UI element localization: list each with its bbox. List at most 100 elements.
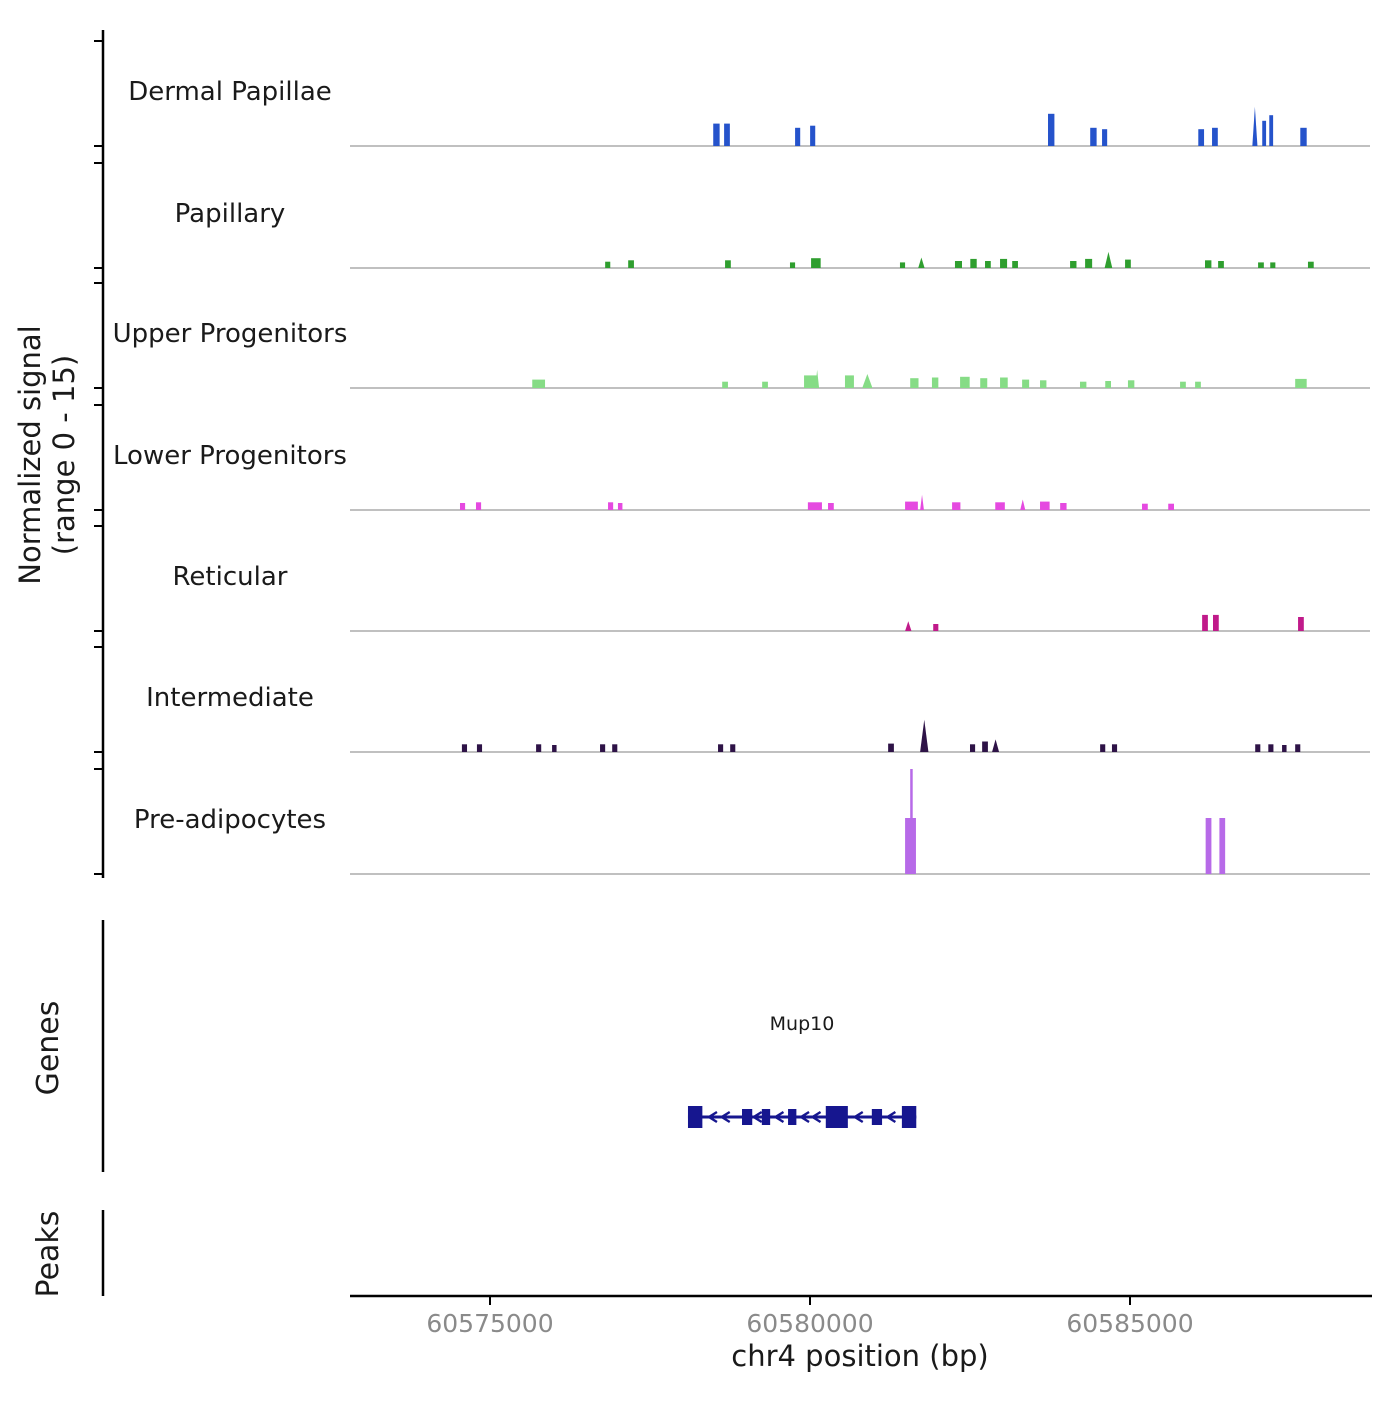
signal-peak [1125, 259, 1131, 268]
x-tick-label-3: 60585000 [1066, 1309, 1193, 1338]
gene-strand-arrow [706, 1110, 718, 1124]
signal-peak [1079, 381, 1087, 388]
signal-peak [1102, 129, 1108, 146]
signal-peak [1142, 503, 1148, 510]
signal-peak [1255, 744, 1261, 752]
gene-exon [761, 1109, 771, 1125]
signal-peak [605, 261, 611, 268]
signal-peak [789, 262, 796, 268]
track-pre-adipocytes: Pre-adipocytes [134, 805, 1370, 875]
gene-strand-arrow [719, 1110, 731, 1124]
track-papillary: Papillary [175, 199, 1370, 269]
gene-strand-arrow [885, 1110, 897, 1124]
signal-peak [954, 261, 962, 268]
signal-peak [532, 379, 546, 388]
signal-peak [1085, 258, 1093, 268]
signal-peak [828, 503, 834, 510]
track-upper-progenitors: Upper Progenitors [113, 319, 1370, 389]
signal-peak [1070, 261, 1077, 268]
signal-peak [970, 258, 977, 268]
signal-peak [1104, 251, 1113, 268]
signal-peak [862, 374, 873, 388]
track-label-dermal-papillae: Dermal Papillae [128, 77, 332, 107]
track-label-pre-adipocytes: Pre-adipocytes [134, 805, 326, 835]
signal-peak [982, 741, 988, 752]
x-axis-label: chr4 position (bp) [731, 1339, 988, 1373]
signal-peak [910, 378, 919, 388]
signal-peak [910, 769, 913, 874]
signal-peak [1012, 261, 1018, 268]
signal-peak [1282, 745, 1287, 752]
signal-peak [461, 744, 468, 752]
signal-peak [1198, 129, 1205, 146]
signal-peak [795, 127, 801, 146]
signal-peak [918, 257, 925, 268]
signal-peak [1000, 258, 1008, 268]
track-dermal-papillae: Dermal Papillae [128, 77, 1370, 147]
signal-peak [1105, 381, 1112, 388]
signal-peak [1300, 127, 1307, 146]
track-label-reticular: Reticular [173, 562, 288, 592]
signal-peak [952, 502, 961, 510]
signal-peak [1100, 744, 1106, 752]
track-label-intermediate: Intermediate [146, 683, 314, 713]
signal-peak [807, 502, 822, 510]
track-label-upper-progenitors: Upper Progenitors [113, 319, 348, 349]
gene-strand-arrow [773, 1110, 785, 1124]
signal-peak [980, 378, 988, 388]
signal-peak [1295, 744, 1301, 752]
signal-peak [920, 719, 929, 752]
signal-peak [722, 381, 728, 388]
signal-peak [1212, 127, 1218, 146]
signal-peak [476, 744, 483, 752]
signal-peak [1258, 262, 1264, 268]
signal-axis-ticks [94, 40, 103, 875]
y-axis-label-line1: Normalized signal [13, 325, 47, 584]
signal-peak [762, 381, 768, 388]
track-label-lower-progenitors: Lower Progenitors [113, 441, 347, 471]
signal-peak [1000, 377, 1008, 388]
gene-exon [687, 1106, 703, 1128]
signal-peak [933, 624, 939, 631]
x-tick-label-1: 60575000 [426, 1309, 553, 1338]
signal-peak [628, 260, 634, 268]
signal-peak [1298, 617, 1304, 631]
signal-peak [1205, 260, 1212, 268]
signal-peak [960, 376, 970, 388]
signal-peak [811, 258, 821, 268]
signal-peak [1202, 614, 1208, 631]
gene-exon [871, 1109, 883, 1125]
signal-peak [713, 123, 720, 146]
gene-name-label: Mup10 [770, 1013, 835, 1035]
signal-peak [969, 744, 976, 752]
signal-peak [995, 502, 1005, 510]
signal-peak [1040, 380, 1047, 388]
signal-peak [730, 744, 736, 752]
gene-exon [788, 1109, 797, 1125]
signal-peak [1213, 614, 1219, 631]
gene-model-layer [687, 1106, 917, 1128]
track-reticular: Reticular [173, 562, 1370, 632]
signal-peak [1205, 818, 1212, 874]
gene-exon [825, 1106, 848, 1128]
signal-peak [552, 745, 557, 752]
signal-peak [1127, 380, 1135, 388]
signal-peak [617, 503, 623, 510]
signal-peak [475, 502, 482, 510]
signal-peak [725, 260, 731, 268]
signal-peak [1307, 261, 1314, 268]
signal-peak [600, 744, 606, 752]
signal-peak [1048, 113, 1055, 146]
gene-strand-arrow [810, 1110, 822, 1124]
signal-peak [1111, 744, 1118, 752]
signal-peak [815, 369, 820, 388]
signal-peak [1218, 261, 1224, 268]
signal-peak [612, 744, 618, 752]
gene-strand-arrow [751, 1110, 763, 1124]
signal-peak [1252, 106, 1258, 146]
signal-peak [1180, 381, 1186, 388]
x-tick-label-2: 60580000 [746, 1309, 873, 1338]
signal-peak [1060, 503, 1067, 510]
signal-peak [1295, 378, 1307, 388]
